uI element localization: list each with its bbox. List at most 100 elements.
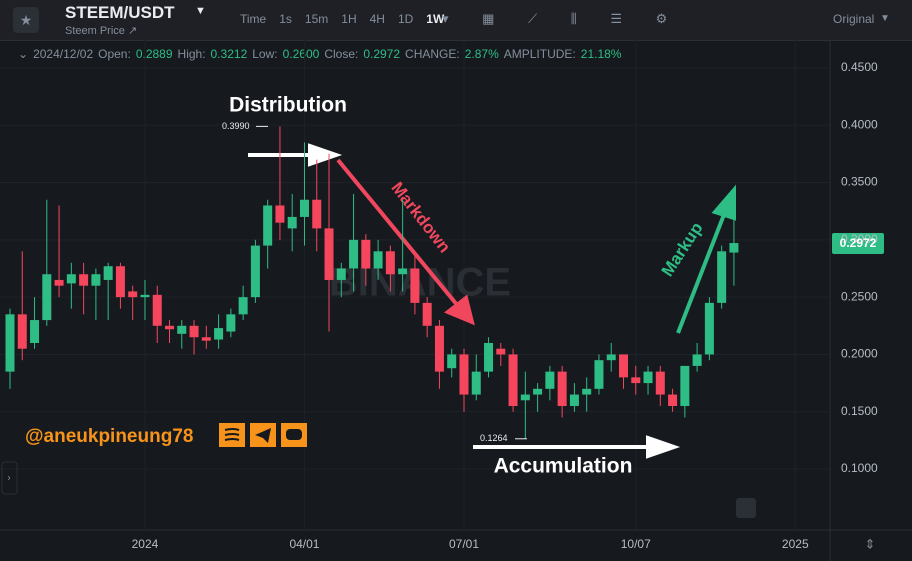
- x-tick-label: 2024: [132, 537, 159, 551]
- candle-body: [668, 394, 678, 407]
- candle-body: [79, 274, 89, 286]
- candle-body: [496, 348, 506, 355]
- arrow: [248, 143, 343, 167]
- candle-body: [336, 268, 346, 280]
- candle-body: [5, 314, 15, 372]
- candle-body: [643, 371, 653, 384]
- candle-body: [226, 314, 236, 332]
- candle-body: [349, 239, 359, 269]
- y-tick-label: 0.4000: [841, 117, 878, 131]
- candle-body: [103, 266, 113, 280]
- candle-body: [275, 205, 285, 223]
- candle-body: [140, 294, 150, 298]
- x-tick-label: 07/01: [449, 537, 479, 551]
- corner-button[interactable]: [736, 498, 756, 518]
- high-marker-label: 0.3990: [222, 121, 250, 131]
- info-label: High:: [177, 47, 206, 61]
- candle-body: [66, 274, 76, 284]
- info-value: 0.2600: [282, 47, 320, 61]
- candle-body: [177, 325, 187, 334]
- side-toggle[interactable]: [1, 461, 18, 495]
- info-value: 0.3212: [210, 47, 248, 61]
- candle-body: [422, 302, 432, 326]
- candle-body: [729, 243, 739, 253]
- interval-button[interactable]: 1H: [341, 12, 357, 26]
- candle-body: [250, 245, 260, 298]
- y-tick-label: 0.2500: [841, 289, 878, 303]
- candle-body: [30, 320, 40, 343]
- candle-body: [704, 302, 714, 355]
- candle-body: [263, 205, 273, 246]
- interval-button[interactable]: 15m: [304, 12, 329, 26]
- low-marker-label: 0.1264: [480, 433, 508, 443]
- y-tick-label: 0.1000: [841, 461, 878, 475]
- candle-body: [569, 394, 579, 407]
- annotation: Markup: [658, 219, 707, 280]
- candle-body: [312, 199, 322, 229]
- candle-body: [557, 371, 567, 407]
- arrow: [676, 184, 736, 334]
- interval-button[interactable]: 1W: [426, 12, 445, 26]
- info-line: ⌄ 2024/12/02 Open: 0.2889 High: 0.3212 Low: 0.2…: [18, 47, 626, 61]
- candle-body: [508, 354, 518, 407]
- candle-body: [545, 371, 555, 389]
- y-tick-label: 0.4500: [841, 60, 878, 74]
- candle-body: [54, 279, 64, 286]
- interval-button[interactable]: 4H: [369, 12, 385, 26]
- candle-body: [680, 365, 690, 407]
- subtitle[interactable]: Steem Price ↗: [65, 25, 138, 37]
- candle-body: [655, 371, 665, 395]
- symbol[interactable]: STEEM/USDT: [65, 3, 175, 22]
- candle-body: [471, 371, 481, 395]
- interval-button[interactable]: 1D: [397, 12, 414, 26]
- interval-button[interactable]: Time: [240, 12, 267, 26]
- watermark: BINANCE: [329, 261, 511, 305]
- collapse[interactable]: ⌄: [18, 47, 29, 61]
- toolbar: Time 1s 15m 1H 4H 1D 1W: [240, 12, 444, 26]
- last-price-label: 0.2972: [840, 236, 877, 250]
- candle-body: [324, 228, 334, 280]
- info-label: AMPLITUDE:: [503, 47, 576, 61]
- symbol-caret[interactable]: ▼: [195, 5, 206, 17]
- info-date: 2024/12/02: [33, 47, 94, 61]
- candle-body: [361, 239, 371, 269]
- candle-body: [484, 342, 494, 372]
- candle-body: [287, 216, 297, 229]
- candle-body: [385, 251, 395, 275]
- mode-caret[interactable]: ▼: [880, 13, 890, 24]
- candle-body: [115, 266, 125, 298]
- candle-body: [373, 251, 383, 269]
- candles: [5, 126, 739, 439]
- candle-body: [434, 325, 444, 372]
- annotation: Markdown: [387, 178, 454, 256]
- side-toggle-icon[interactable]: ›: [7, 473, 10, 484]
- favorite-button[interactable]: ★: [13, 7, 39, 33]
- info-value: 2.87%: [464, 47, 499, 61]
- candle-body: [520, 394, 530, 401]
- candle-body: [17, 314, 27, 349]
- candle-body: [165, 325, 175, 330]
- candle-body: [631, 377, 641, 384]
- info-value: 21.18%: [580, 47, 622, 61]
- x-tick-label: 2025: [782, 537, 809, 551]
- candle-body: [582, 388, 592, 395]
- axis-settings[interactable]: ⇕: [865, 536, 876, 551]
- y-tick-label: 0.3500: [841, 175, 878, 189]
- mode[interactable]: Original: [833, 12, 875, 26]
- annotation: Distribution: [229, 94, 347, 117]
- y-tick-label: 0.1500: [841, 404, 878, 418]
- y-tick-label: 0.2000: [841, 347, 878, 361]
- candle-body: [201, 337, 211, 341]
- candle-body: [214, 328, 224, 340]
- info-label: Open:: [98, 47, 131, 61]
- annotation: @aneukpineung78: [25, 426, 193, 447]
- annotation: Accumulation: [494, 455, 633, 478]
- info-label: Low:: [252, 47, 278, 61]
- info-label: CHANGE:: [405, 47, 460, 61]
- info-label: Close:: [324, 47, 359, 61]
- top-bar: ★ STEEM/USDT ▼ Steem Price ↗ Time 1s 15m 1H…: [0, 0, 912, 41]
- interval-button[interactable]: 1s: [279, 12, 292, 26]
- info-value: 0.2972: [363, 47, 401, 61]
